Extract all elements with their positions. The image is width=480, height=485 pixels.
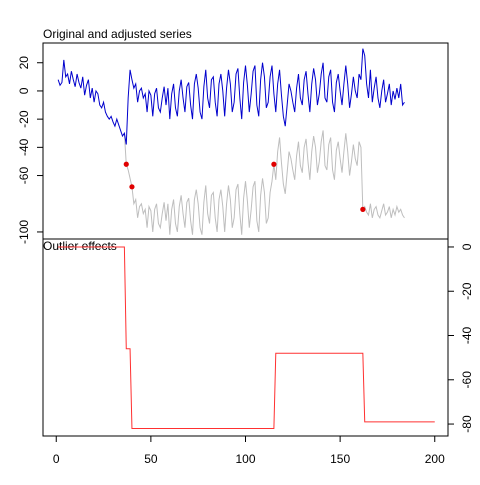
series-line bbox=[123, 130, 405, 235]
y2-tick-label: 0 bbox=[460, 243, 474, 250]
x-tick-label: 0 bbox=[53, 452, 60, 466]
x-tick-label: 150 bbox=[330, 452, 350, 466]
outlier-point bbox=[271, 161, 277, 167]
x-tick-label: 200 bbox=[425, 452, 445, 466]
panel-title: Outlier effects bbox=[43, 239, 117, 253]
y2-tick-label: -20 bbox=[460, 282, 474, 300]
y2-tick-label: -40 bbox=[460, 327, 474, 345]
outlier-point bbox=[123, 161, 129, 167]
y-tick-label: -100 bbox=[17, 220, 31, 244]
outlier-point bbox=[360, 206, 366, 212]
y-tick-label: -20 bbox=[17, 110, 31, 128]
series-line bbox=[58, 246, 435, 429]
series-line bbox=[57, 48, 405, 145]
x-tick-label: 100 bbox=[235, 452, 255, 466]
y-tick-label: -60 bbox=[17, 167, 31, 185]
outlier-point bbox=[129, 184, 135, 190]
y2-tick-label: -80 bbox=[460, 415, 474, 433]
y-tick-label: 20 bbox=[17, 56, 31, 70]
y-tick-label: -40 bbox=[17, 138, 31, 156]
y-tick-label: 0 bbox=[17, 87, 31, 94]
x-tick-label: 50 bbox=[144, 452, 158, 466]
panel-title: Original and adjusted series bbox=[43, 27, 192, 41]
y2-tick-label: -60 bbox=[460, 371, 474, 389]
